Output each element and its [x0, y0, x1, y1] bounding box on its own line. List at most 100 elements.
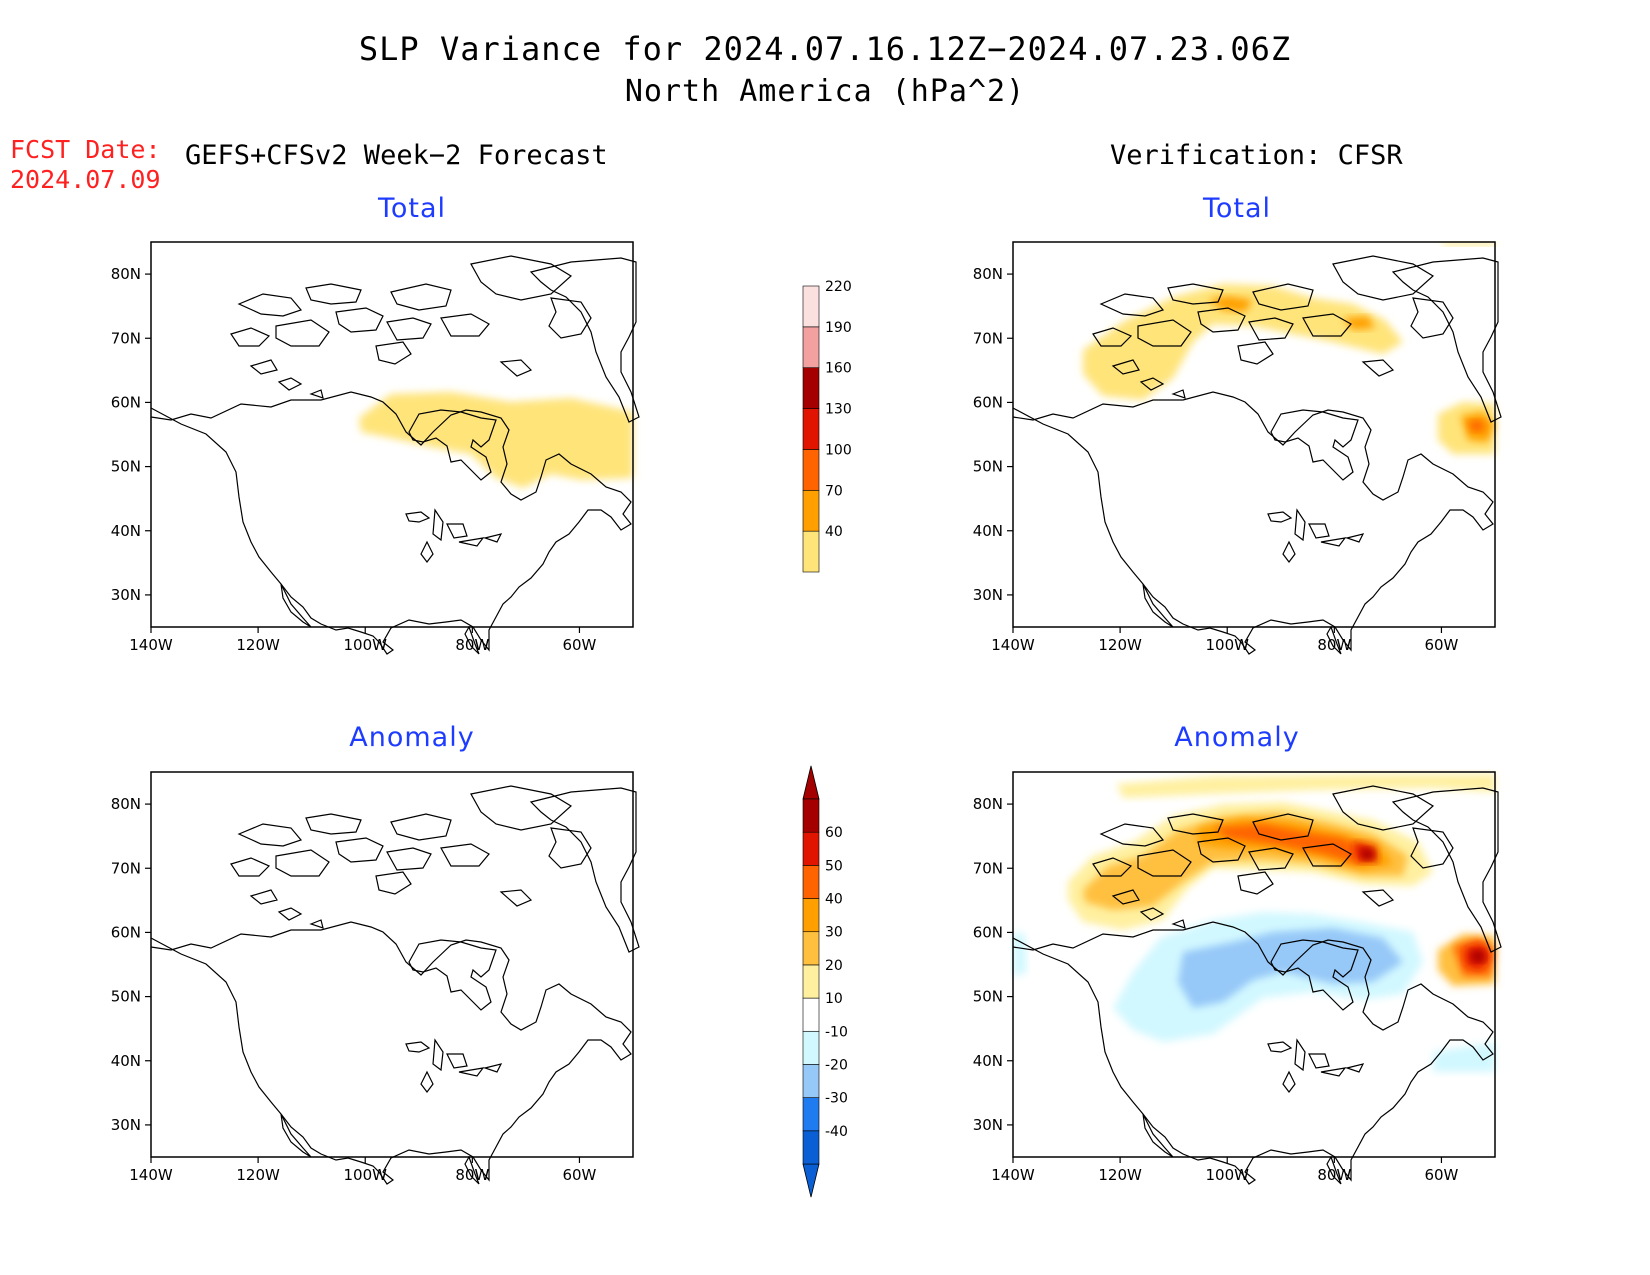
colorbar-label: -40: [825, 1124, 848, 1140]
lon-label: 100W: [1205, 1166, 1249, 1184]
colorbar-cap-bottom: [802, 1163, 820, 1198]
total-colorbar: 40 70 100 130 160 190 220: [802, 279, 852, 573]
lon-label: 120W: [236, 636, 280, 654]
lat-label: 30N: [111, 586, 141, 604]
forecast-total-title: Total: [377, 193, 447, 224]
lat-label: 50N: [111, 458, 141, 476]
shade-40: [1083, 284, 1403, 400]
lon-label: 60W: [562, 636, 596, 654]
lon-label: 80W: [455, 1166, 489, 1184]
lat-label: 60N: [111, 923, 141, 941]
colorbar-label: 100: [825, 442, 852, 458]
lon-label: 100W: [1205, 636, 1249, 654]
lat-label: 40N: [111, 1052, 141, 1070]
figure-subtitle: North America (hPa^2): [624, 74, 1026, 109]
lat-label: 60N: [973, 923, 1003, 941]
colorbar-swatch: [802, 898, 820, 933]
colorbar-swatch: [802, 367, 820, 409]
colorbar-swatch: [802, 408, 820, 450]
colorbar-swatch: [802, 326, 820, 369]
colorbar-swatch: [802, 449, 820, 491]
lon-label: 100W: [343, 636, 387, 654]
colorbar-swatch: [802, 530, 820, 573]
colorbar-label: 130: [825, 402, 852, 418]
colorbar-label: -20: [825, 1057, 848, 1073]
lon-label: 140W: [991, 636, 1035, 654]
lon-label: 60W: [1424, 1166, 1458, 1184]
lon-label: 60W: [562, 1166, 596, 1184]
colorbar-swatch: [802, 285, 820, 328]
colorbar-label: 40: [825, 892, 843, 908]
lat-label: 50N: [973, 988, 1003, 1006]
shade-60: [1471, 950, 1485, 962]
lat-label: 40N: [973, 1052, 1003, 1070]
lat-label: 40N: [973, 522, 1003, 540]
forecast-header: GEFS+CFSv2 Week−2 Forecast: [185, 140, 608, 171]
verification-total-title: Total: [1202, 193, 1272, 224]
colorbar-swatch: [802, 997, 820, 1032]
lat-label: 40N: [111, 522, 141, 540]
lat-label: 70N: [111, 859, 141, 877]
shade-100: [1468, 420, 1485, 432]
lon-label: 140W: [129, 1166, 173, 1184]
lat-label: 70N: [111, 329, 141, 347]
lon-label: 80W: [455, 636, 489, 654]
lon-label: 80W: [1317, 636, 1351, 654]
colorbar-label: 60: [825, 825, 843, 841]
colorbar-label: 20: [825, 958, 843, 974]
colorbar-label: 30: [825, 925, 843, 941]
colorbar-swatch: [802, 831, 820, 866]
lat-label: 70N: [973, 329, 1003, 347]
shade-60: [1361, 848, 1375, 860]
verification-total-map: 80N 70N 60N 50N 40N 30N 140W 120W 100W 80W 60W: [973, 241, 1502, 655]
lat-label: 30N: [973, 586, 1003, 604]
lon-label: 140W: [129, 636, 173, 654]
colorbar-label: -30: [825, 1091, 848, 1107]
colorbar-label: 70: [825, 483, 843, 499]
lat-label: 80N: [111, 795, 141, 813]
forecast-total-map: 80N 70N 60N 50N 40N 30N 140W 120W 100W 80W 60W: [111, 241, 640, 655]
lat-label: 80N: [973, 795, 1003, 813]
lat-label: 60N: [111, 393, 141, 411]
lat-label: 60N: [973, 393, 1003, 411]
colorbar-label: 40: [825, 524, 843, 540]
colorbar-label: 220: [825, 279, 852, 295]
lon-label: 120W: [1098, 1166, 1142, 1184]
lat-label: 50N: [111, 988, 141, 1006]
lon-label: 100W: [343, 1166, 387, 1184]
shade-neg10: [1433, 1042, 1495, 1072]
lon-label: 120W: [1098, 636, 1142, 654]
forecast-anomaly-title: Anomaly: [349, 722, 475, 753]
colorbar-label: 10: [825, 991, 843, 1007]
colorbar-label: -10: [825, 1024, 848, 1040]
shade-40: [359, 392, 633, 488]
lat-label: 70N: [973, 859, 1003, 877]
colorbar-swatch: [802, 1030, 820, 1065]
lon-label: 80W: [1317, 1166, 1351, 1184]
lon-label: 120W: [236, 1166, 280, 1184]
lat-label: 80N: [111, 265, 141, 283]
shade-10: [1117, 774, 1495, 798]
lon-label: 140W: [991, 1166, 1035, 1184]
lat-label: 50N: [973, 458, 1003, 476]
verification-header: Verification: CFSR: [1110, 140, 1403, 171]
fcst-date-label: FCST Date:: [10, 135, 161, 164]
colorbar-swatch: [802, 1130, 820, 1165]
anomaly-colorbar: -40 -30 -20 -10 10 20 30 40 50 60: [802, 765, 848, 1198]
colorbar-cap-top: [802, 765, 820, 800]
lat-label: 30N: [973, 1116, 1003, 1134]
lat-label: 30N: [111, 1116, 141, 1134]
colorbar-label: 50: [825, 858, 843, 874]
fcst-date-value: 2024.07.09: [10, 165, 161, 194]
colorbar-swatch: [802, 964, 820, 999]
lat-label: 80N: [973, 265, 1003, 283]
colorbar-swatch: [802, 931, 820, 966]
fcst-date: FCST Date: 2024.07.09: [10, 135, 161, 195]
verification-anomaly-title: Anomaly: [1174, 722, 1300, 753]
shade-40: [1213, 824, 1373, 864]
shade-70: [1343, 316, 1375, 330]
colorbar-swatch: [802, 798, 820, 833]
colorbar-label: 190: [825, 320, 852, 336]
verification-anomaly-map: 80N 70N 60N 50N 40N 30N 140W 120W 100W 80W 60W: [973, 771, 1502, 1185]
